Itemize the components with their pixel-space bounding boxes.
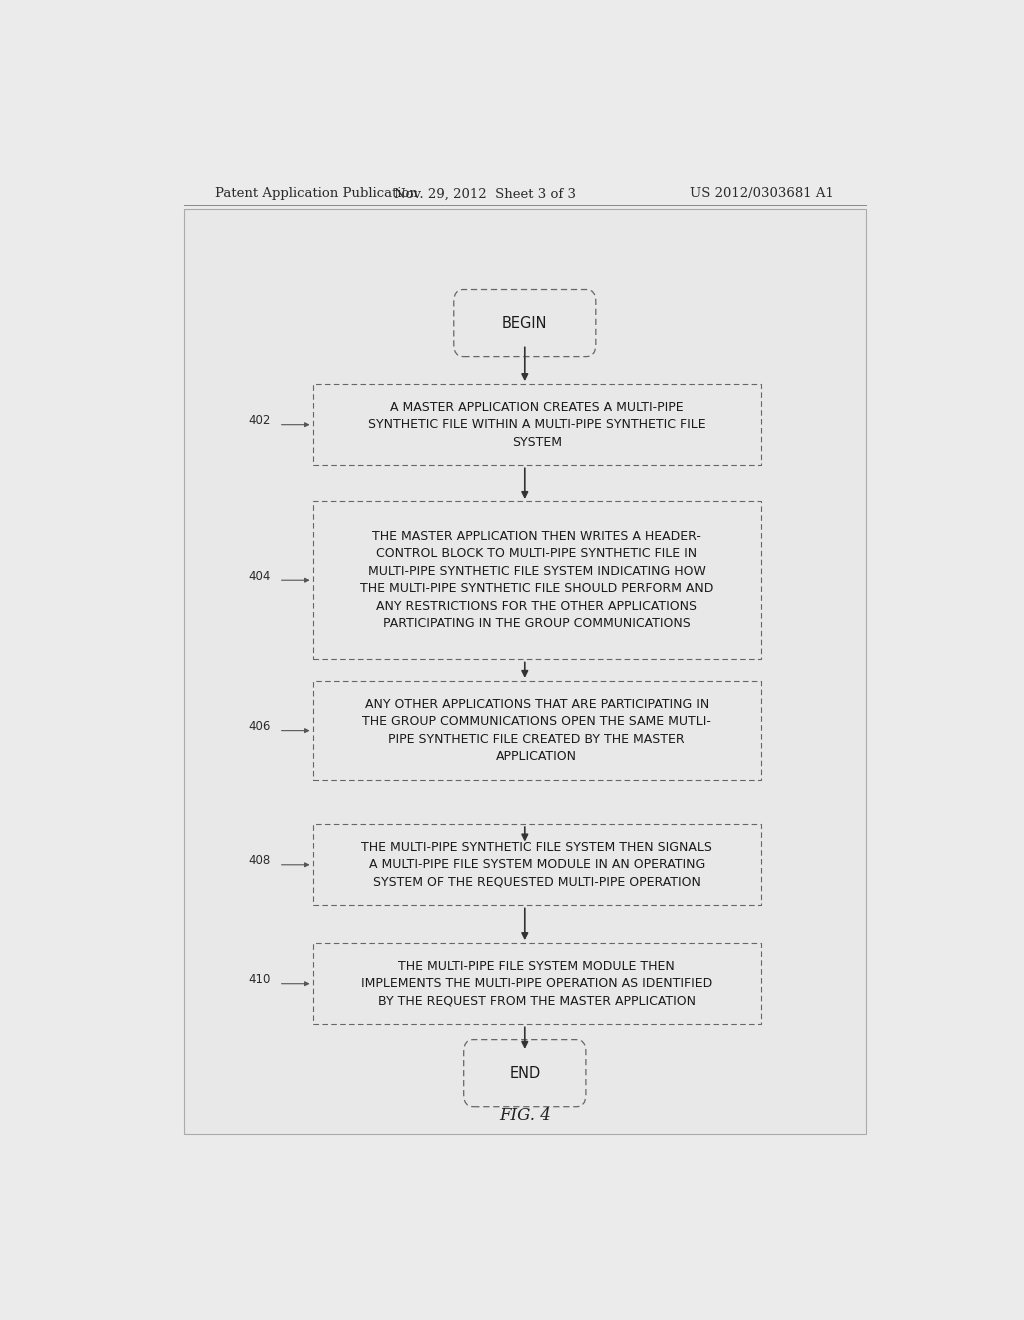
FancyBboxPatch shape: [312, 942, 761, 1024]
Text: US 2012/0303681 A1: US 2012/0303681 A1: [690, 187, 835, 201]
Text: END: END: [509, 1065, 541, 1081]
FancyBboxPatch shape: [312, 681, 761, 780]
Text: THE MULTI-PIPE SYNTHETIC FILE SYSTEM THEN SIGNALS
A MULTI-PIPE FILE SYSTEM MODUL: THE MULTI-PIPE SYNTHETIC FILE SYSTEM THE…: [361, 841, 712, 888]
Text: 408: 408: [249, 854, 270, 867]
Text: THE MASTER APPLICATION THEN WRITES A HEADER-
CONTROL BLOCK TO MULTI-PIPE SYNTHET: THE MASTER APPLICATION THEN WRITES A HEA…: [360, 529, 714, 631]
Text: BEGIN: BEGIN: [502, 315, 548, 330]
Text: Nov. 29, 2012  Sheet 3 of 3: Nov. 29, 2012 Sheet 3 of 3: [394, 187, 577, 201]
Text: 402: 402: [249, 414, 270, 428]
FancyBboxPatch shape: [454, 289, 596, 356]
Text: FIG. 4: FIG. 4: [499, 1107, 551, 1125]
Text: Patent Application Publication: Patent Application Publication: [215, 187, 418, 201]
FancyBboxPatch shape: [183, 209, 866, 1134]
FancyBboxPatch shape: [312, 384, 761, 466]
FancyBboxPatch shape: [464, 1040, 586, 1106]
Text: A MASTER APPLICATION CREATES A MULTI-PIPE
SYNTHETIC FILE WITHIN A MULTI-PIPE SYN: A MASTER APPLICATION CREATES A MULTI-PIP…: [368, 401, 706, 449]
Text: 404: 404: [249, 570, 270, 582]
Text: ANY OTHER APPLICATIONS THAT ARE PARTICIPATING IN
THE GROUP COMMUNICATIONS OPEN T: ANY OTHER APPLICATIONS THAT ARE PARTICIP…: [362, 698, 711, 763]
Text: 406: 406: [249, 721, 270, 733]
Text: 410: 410: [249, 973, 270, 986]
Text: THE MULTI-PIPE FILE SYSTEM MODULE THEN
IMPLEMENTS THE MULTI-PIPE OPERATION AS ID: THE MULTI-PIPE FILE SYSTEM MODULE THEN I…: [361, 960, 713, 1007]
FancyBboxPatch shape: [312, 824, 761, 906]
FancyBboxPatch shape: [312, 502, 761, 659]
